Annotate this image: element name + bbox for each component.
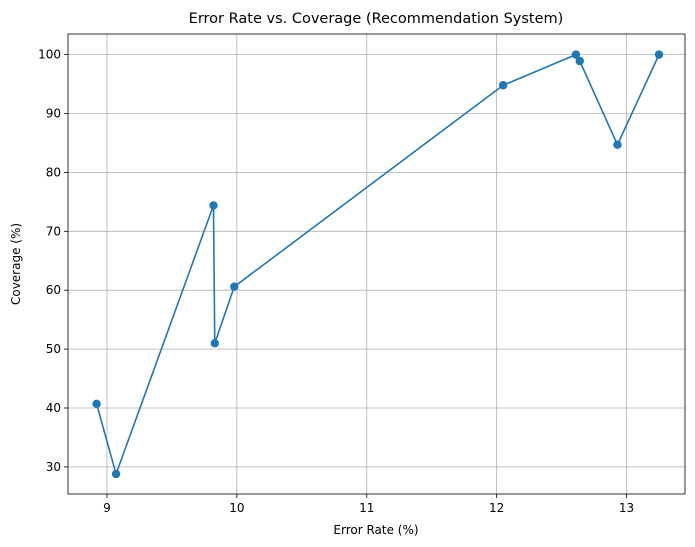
data-point [230, 282, 239, 291]
x-tick-label: 9 [103, 501, 111, 515]
y-tick-label: 80 [46, 165, 61, 179]
data-point [654, 50, 664, 59]
data-point [575, 56, 584, 66]
grid [68, 34, 685, 494]
y-tick-label: 50 [46, 342, 61, 356]
plot-frame [67, 33, 686, 495]
series-layer [92, 50, 664, 479]
x-tick-label: 13 [619, 501, 634, 515]
y-tick-label: 60 [46, 283, 61, 297]
x-axis-label: Error Rate (%) [333, 523, 418, 537]
y-tick-label: 30 [46, 460, 61, 474]
chart-title: Error Rate vs. Coverage (Recommendation … [189, 11, 564, 27]
x-axis: 9 10 11 12 13 [103, 494, 634, 515]
y-tick-label: 90 [46, 107, 61, 121]
y-tick-label: 100 [38, 48, 61, 62]
data-point [92, 399, 101, 409]
x-tick-label: 11 [359, 501, 374, 515]
x-tick-label: 12 [489, 501, 504, 515]
y-tick-label: 70 [46, 224, 61, 238]
y-axis-label: Coverage (%) [9, 223, 23, 305]
data-point [571, 50, 581, 59]
y-tick-label: 40 [46, 401, 61, 415]
data-point [498, 81, 508, 90]
data-point [111, 469, 121, 479]
data-point [613, 140, 622, 149]
y-axis: 30 40 50 60 70 80 90 100 [38, 48, 68, 474]
x-tick-label: 10 [229, 501, 244, 515]
data-point [209, 201, 218, 210]
data-point [210, 339, 219, 348]
series-line [95, 53, 660, 475]
